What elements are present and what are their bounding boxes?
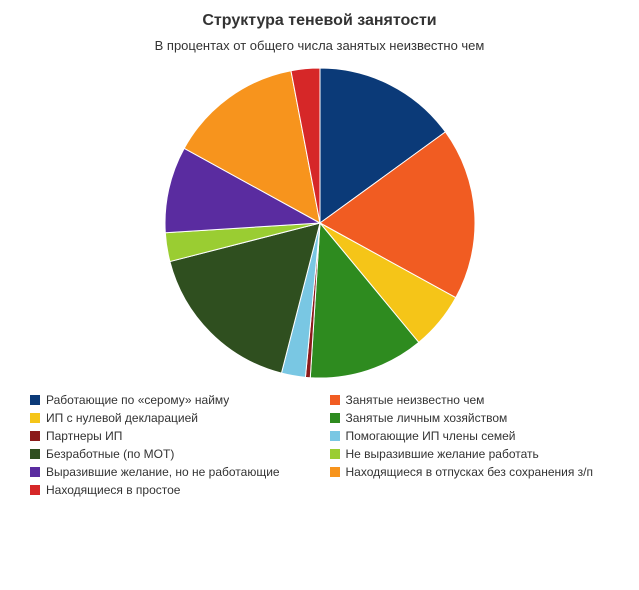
legend-item: Находящиеся в простое	[30, 483, 310, 497]
legend-label: Находящиеся в простое	[46, 483, 180, 497]
legend-label: Находящиеся в отпусках без сохранения з/…	[346, 465, 594, 479]
legend-swatch	[330, 467, 340, 477]
legend: Работающие по «серому» найму Занятые неиз…	[0, 383, 639, 497]
legend-item: Выразившие желание, но не работающие	[30, 465, 310, 479]
legend-label: Безработные (по МОТ)	[46, 447, 174, 461]
legend-item: Работающие по «серому» найму	[30, 393, 310, 407]
legend-swatch	[30, 449, 40, 459]
legend-swatch	[30, 413, 40, 423]
chart-container: Структура теневой занятости В процентах …	[0, 0, 639, 590]
pie-chart	[160, 63, 480, 383]
legend-swatch	[330, 431, 340, 441]
legend-swatch	[330, 395, 340, 405]
legend-label: Работающие по «серому» найму	[46, 393, 229, 407]
legend-label: Не выразившие желание работать	[346, 447, 539, 461]
legend-item: Безработные (по МОТ)	[30, 447, 310, 461]
legend-label: Занятые неизвестно чем	[346, 393, 485, 407]
chart-title: Структура теневой занятости	[0, 0, 639, 30]
legend-item: Партнеры ИП	[30, 429, 310, 443]
legend-label: ИП с нулевой декларацией	[46, 411, 198, 425]
legend-swatch	[330, 413, 340, 423]
legend-swatch	[30, 485, 40, 495]
legend-swatch	[30, 467, 40, 477]
legend-swatch	[30, 395, 40, 405]
legend-label: Партнеры ИП	[46, 429, 122, 443]
legend-swatch	[30, 431, 40, 441]
legend-item: Помогающие ИП члены семей	[330, 429, 610, 443]
legend-item: Находящиеся в отпусках без сохранения з/…	[330, 465, 610, 479]
legend-item: Занятые неизвестно чем	[330, 393, 610, 407]
legend-label: Выразившие желание, но не работающие	[46, 465, 280, 479]
chart-subtitle: В процентах от общего числа занятых неиз…	[0, 30, 639, 53]
legend-label: Занятые личным хозяйством	[346, 411, 508, 425]
legend-item: Занятые личным хозяйством	[330, 411, 610, 425]
legend-swatch	[330, 449, 340, 459]
legend-item: Не выразившие желание работать	[330, 447, 610, 461]
legend-item: ИП с нулевой декларацией	[30, 411, 310, 425]
pie-area	[0, 63, 639, 383]
legend-label: Помогающие ИП члены семей	[346, 429, 516, 443]
